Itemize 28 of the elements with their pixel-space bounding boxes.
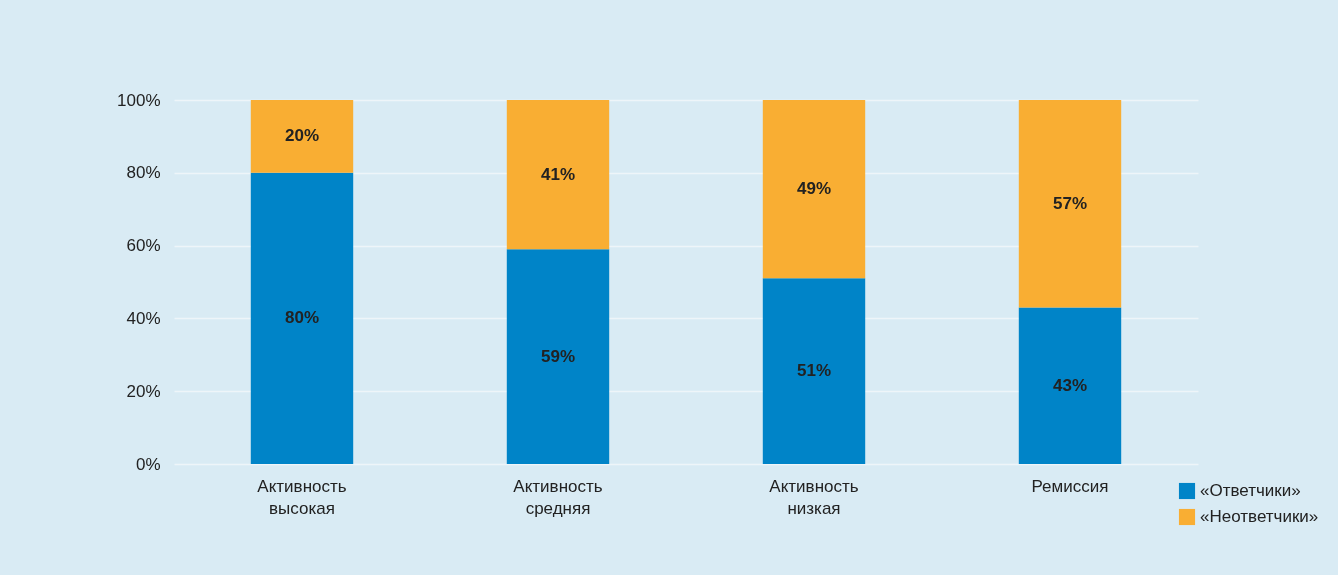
data-label: 20%	[284, 126, 320, 146]
y-tick-label: 60%	[126, 236, 161, 256]
x-tick-label: Активность низкая	[769, 476, 859, 518]
data-label: 80%	[284, 308, 320, 328]
bar	[250, 172, 354, 464]
y-tick-label: 40%	[126, 308, 161, 328]
data-label: 43%	[1052, 375, 1088, 395]
y-tick-label: 80%	[126, 163, 161, 183]
x-tick-label: Ремиссия	[1031, 476, 1109, 496]
bar	[762, 100, 866, 279]
y-tick-label: 0%	[135, 454, 161, 474]
x-tick-label: Активность средняя	[513, 476, 603, 518]
legend-label: «Неответчики»	[1200, 507, 1319, 526]
data-label: 51%	[796, 361, 832, 381]
legend-label: «Ответчики»	[1200, 481, 1301, 500]
y-tick-label: 100%	[117, 90, 161, 110]
data-label: 41%	[540, 164, 576, 184]
bar	[506, 249, 610, 464]
bar	[1018, 100, 1122, 308]
bar	[506, 100, 610, 250]
y-tick-label: 20%	[126, 381, 161, 401]
bar	[1018, 307, 1122, 464]
data-label: 49%	[796, 179, 832, 199]
bar	[762, 278, 866, 464]
x-tick-label: Активность высокая	[257, 476, 347, 518]
data-label: 57%	[1052, 193, 1088, 213]
data-label: 59%	[540, 346, 576, 366]
bar	[250, 100, 354, 173]
